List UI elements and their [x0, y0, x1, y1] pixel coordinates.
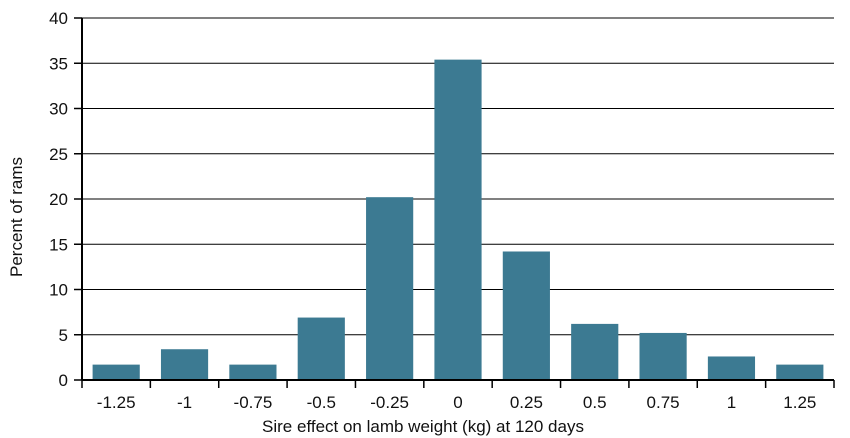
y-tick-label: 25 — [49, 145, 68, 164]
x-tick-label: 0.5 — [583, 393, 607, 412]
y-tick-label: 15 — [49, 235, 68, 254]
x-tick-label: 0 — [453, 393, 462, 412]
y-axis-title: Percent of rams — [7, 157, 26, 277]
y-tick-label: 30 — [49, 100, 68, 119]
x-tick-label: -0.75 — [234, 393, 273, 412]
x-tick-label: 0.25 — [510, 393, 543, 412]
x-tick-label: -0.25 — [370, 393, 409, 412]
x-tick-label: 0.75 — [647, 393, 680, 412]
x-tick-labels: -1.25 -1 -0.75 -0.5 -0.25 0 0.25 0.5 0.75 1 1.25 — [97, 393, 817, 412]
axes — [74, 17, 835, 388]
x-tick-label: 1.25 — [783, 393, 816, 412]
bar — [92, 364, 140, 380]
x-tick-label: -1.25 — [97, 393, 136, 412]
y-tick-labels: 0 5 10 15 20 25 30 35 40 — [49, 9, 68, 390]
bar — [229, 364, 277, 380]
y-tick-label: 20 — [49, 190, 68, 209]
x-axis-title: Sire effect on lamb weight (kg) at 120 d… — [262, 417, 584, 436]
bar — [776, 364, 824, 380]
x-tick-label: -0.5 — [307, 393, 336, 412]
bars — [92, 59, 824, 380]
bar — [297, 317, 345, 380]
bar — [160, 349, 209, 380]
y-tick-label: 0 — [59, 371, 68, 390]
bar — [639, 332, 687, 380]
bar — [366, 197, 414, 380]
x-tick-label: 1 — [727, 393, 736, 412]
bar — [502, 251, 550, 380]
bar — [707, 356, 756, 380]
x-tick-label: -1 — [177, 393, 192, 412]
bar — [571, 323, 619, 380]
y-tick-label: 40 — [49, 9, 68, 28]
bar — [434, 59, 482, 380]
y-tick-label: 5 — [59, 326, 68, 345]
y-tick-label: 35 — [49, 54, 68, 73]
y-tick-label: 10 — [49, 281, 68, 300]
